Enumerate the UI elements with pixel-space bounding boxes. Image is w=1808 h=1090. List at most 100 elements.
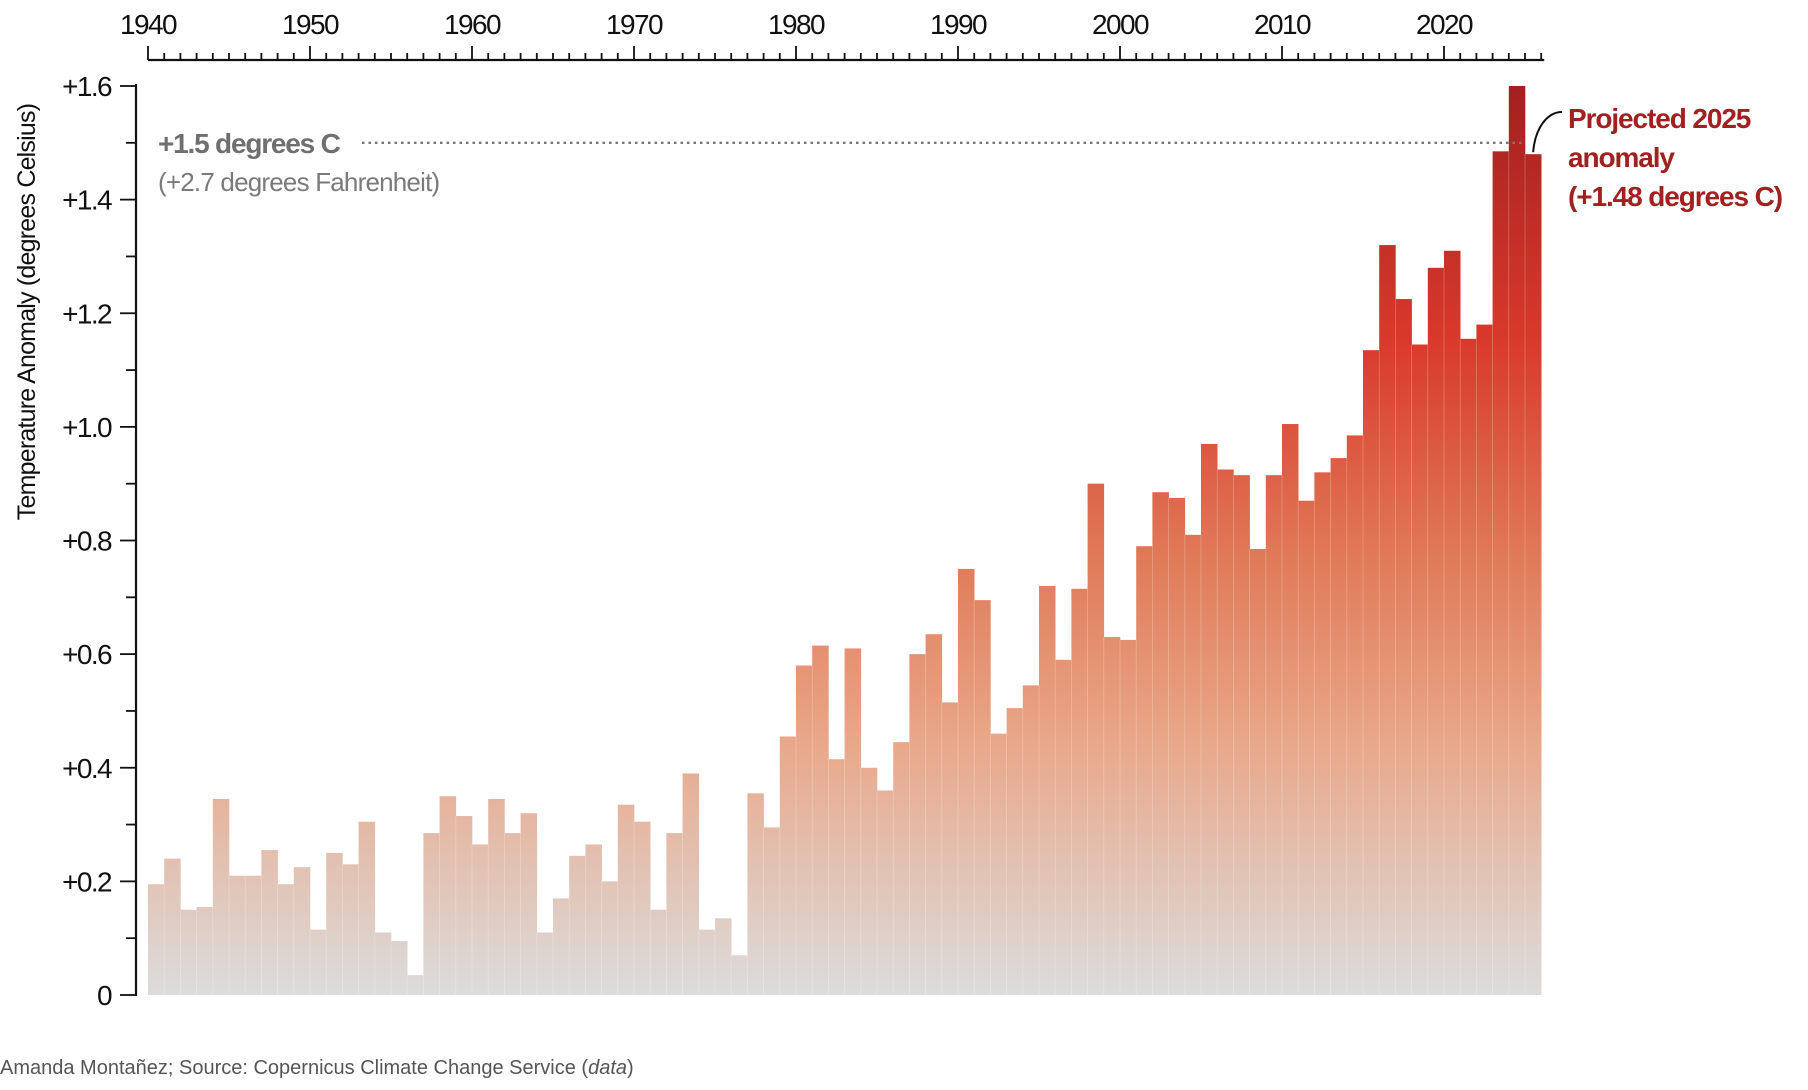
bar-2010	[1282, 424, 1299, 995]
x-tick-label: 2020	[1416, 9, 1473, 40]
bar-1986	[893, 742, 910, 995]
x-tick-label: 2010	[1254, 9, 1311, 40]
bar-1960	[472, 844, 489, 995]
bar-2015	[1363, 350, 1380, 995]
bar-2006	[1217, 469, 1234, 996]
bar-1983	[844, 648, 862, 995]
source-credit: Amanda Montañez; Source: Copernicus Clim…	[0, 1057, 634, 1080]
bar-1958	[439, 796, 457, 995]
bar-2024	[1508, 86, 1526, 995]
bar-1976	[731, 955, 748, 995]
bar-1998	[1087, 483, 1105, 995]
y-axis: 0 +0.2 +0.4 +0.6 +0.8 +1.0 +1.2 +1.4 +1.6	[62, 71, 138, 1011]
bar-1993	[1006, 708, 1024, 995]
x-tick-label: 1980	[768, 9, 825, 40]
bar-2016	[1379, 245, 1396, 995]
bar-2019	[1427, 267, 1445, 995]
bar-1970	[634, 821, 651, 995]
annotation-line-2: anomaly	[1568, 142, 1675, 173]
credit-text: Amanda Montañez; Source: Copernicus Clim…	[0, 1057, 589, 1079]
bar-2007	[1233, 475, 1250, 995]
y-tick-label: 0	[97, 980, 112, 1011]
bar-1984	[860, 767, 878, 995]
bar-2025	[1525, 154, 1542, 995]
y-tick-label: +0.6	[62, 639, 112, 670]
bar-1979	[779, 736, 797, 995]
bar-1974	[698, 929, 716, 995]
bar-1973	[682, 773, 700, 995]
bar-2017	[1395, 299, 1412, 995]
bar-1988	[925, 634, 943, 995]
bar-1961	[488, 799, 505, 995]
bar-2014	[1346, 435, 1364, 995]
x-tick-label: 1940	[120, 9, 177, 40]
bar-1956	[407, 975, 424, 995]
y-tick-label: +1.6	[62, 71, 112, 102]
bar-1981	[812, 645, 829, 995]
bar-1957	[423, 833, 440, 995]
bar-1947	[261, 850, 278, 995]
bar-1995	[1039, 585, 1056, 995]
bar-1945	[229, 875, 246, 995]
y-tick-label: +1.0	[62, 412, 112, 443]
reference-line-label: +1.5 degrees C	[158, 128, 341, 159]
bar-1977	[747, 793, 764, 995]
x-tick-label: 1960	[444, 9, 501, 40]
bar-2023	[1492, 151, 1510, 995]
bar-1969	[617, 804, 635, 995]
bar-2022	[1476, 324, 1493, 995]
bar-2005	[1201, 443, 1218, 995]
y-tick-label: +0.8	[62, 526, 112, 557]
reference-line-group: +1.5 degrees C (+2.7 degrees Fahrenheit)	[158, 128, 1523, 197]
bar-2013	[1330, 458, 1348, 995]
bar-1980	[796, 665, 813, 995]
bar-1967	[585, 844, 602, 995]
x-tick-label: 1990	[930, 9, 987, 40]
bar-2001	[1136, 546, 1153, 995]
reference-line-sublabel: (+2.7 degrees Fahrenheit)	[158, 167, 439, 197]
bar-1951	[326, 852, 343, 995]
bar-1950	[310, 929, 327, 995]
bar-2020	[1444, 250, 1461, 995]
bar-1968	[601, 881, 619, 996]
bar-1964	[536, 932, 554, 995]
bar-1971	[650, 909, 667, 995]
x-axis: 1940 1950 1960 1970 1980 1990 2000 2010 2020	[120, 9, 1545, 62]
bar-1992	[990, 733, 1007, 995]
bar-1946	[245, 875, 262, 995]
y-tick-label: +1.2	[62, 298, 112, 329]
bar-1942	[180, 909, 197, 995]
x-tick-label: 2000	[1092, 9, 1149, 40]
bar-1948	[277, 884, 295, 995]
y-axis-title: Temperature Anomaly (degrees Celsius)	[13, 104, 41, 520]
bar-2018	[1411, 344, 1429, 995]
bar-1987	[909, 654, 926, 996]
bar-1949	[293, 867, 311, 995]
bar-2004	[1184, 534, 1202, 995]
data-link[interactable]: data	[588, 1057, 628, 1079]
bar-1978	[763, 827, 781, 995]
y-tick-label: +1.4	[62, 185, 112, 216]
bar-1963	[520, 813, 538, 995]
bar-1955	[391, 941, 408, 995]
credit-suffix: )	[627, 1057, 634, 1079]
x-tick-label: 1950	[282, 9, 339, 40]
bar-1953	[358, 821, 376, 995]
y-tick-label: +0.4	[62, 753, 112, 784]
bar-1975	[715, 918, 732, 995]
bar-1959	[455, 816, 473, 995]
bar-1985	[877, 790, 894, 995]
x-tick-label: 1970	[606, 9, 663, 40]
bar-1966	[569, 855, 586, 995]
bar-1943	[196, 906, 214, 995]
bar-1989	[941, 702, 959, 995]
temperature-anomaly-chart: 1940 1950 1960 1970 1980 1990 2000 2010 2020 0 +0…	[13, 9, 1783, 1011]
bar-2008	[1249, 549, 1267, 995]
bar-1972	[666, 833, 683, 995]
bar-2000	[1120, 639, 1137, 995]
bar-1965	[553, 898, 570, 995]
bar-1996	[1055, 659, 1072, 995]
annotation-leader-line	[1532, 111, 1563, 153]
bar-1940	[148, 884, 165, 995]
bar-1997	[1071, 588, 1088, 995]
